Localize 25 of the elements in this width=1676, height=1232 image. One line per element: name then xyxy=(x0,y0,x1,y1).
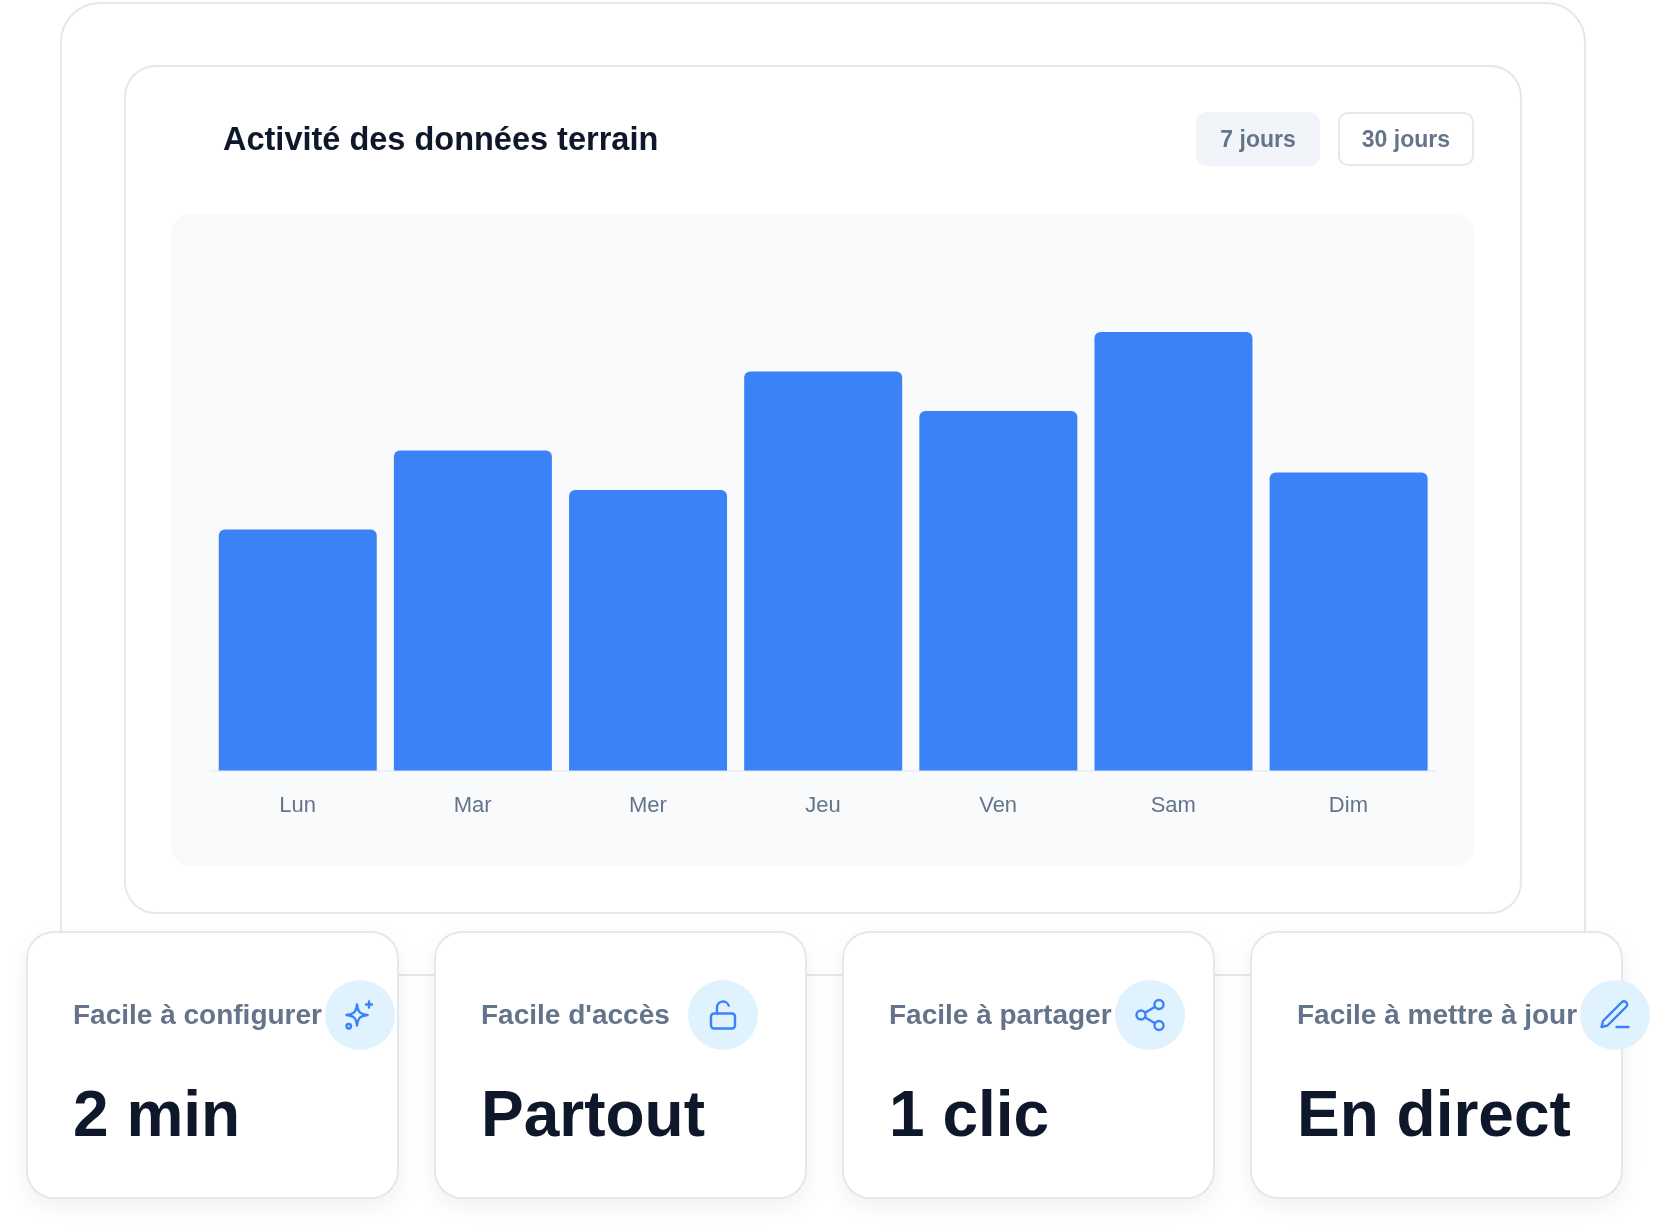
text: 2 min xyxy=(73,1077,241,1152)
text: Facile à configurer xyxy=(73,999,322,1031)
bar xyxy=(744,371,903,771)
x-tick-label: Lun xyxy=(279,791,316,817)
x-tick-label: Sam xyxy=(1150,791,1196,817)
chart-title: Activité des données terrain xyxy=(223,120,659,159)
bar xyxy=(919,411,1078,771)
bar xyxy=(393,450,552,771)
text: 30 jours xyxy=(1361,125,1450,153)
text: 7 jours xyxy=(1220,125,1296,153)
x-tick-label: Mar xyxy=(453,791,492,817)
text: 1 clic xyxy=(889,1077,1050,1152)
text: En direct xyxy=(1297,1077,1571,1152)
x-tick-label: Ven xyxy=(979,791,1018,817)
text: Facile d'accès xyxy=(481,999,670,1031)
text: Facile à mettre à jour xyxy=(1297,999,1578,1031)
bar xyxy=(1094,332,1253,771)
text: Partout xyxy=(481,1077,705,1152)
x-tick-label: Jeu xyxy=(805,791,841,817)
bar xyxy=(1269,472,1428,771)
x-tick-label: Dim xyxy=(1328,791,1368,817)
bar xyxy=(569,490,728,771)
bar xyxy=(218,529,377,771)
text: Facile à partager xyxy=(889,999,1112,1031)
x-tick-label: Mer xyxy=(628,791,667,817)
